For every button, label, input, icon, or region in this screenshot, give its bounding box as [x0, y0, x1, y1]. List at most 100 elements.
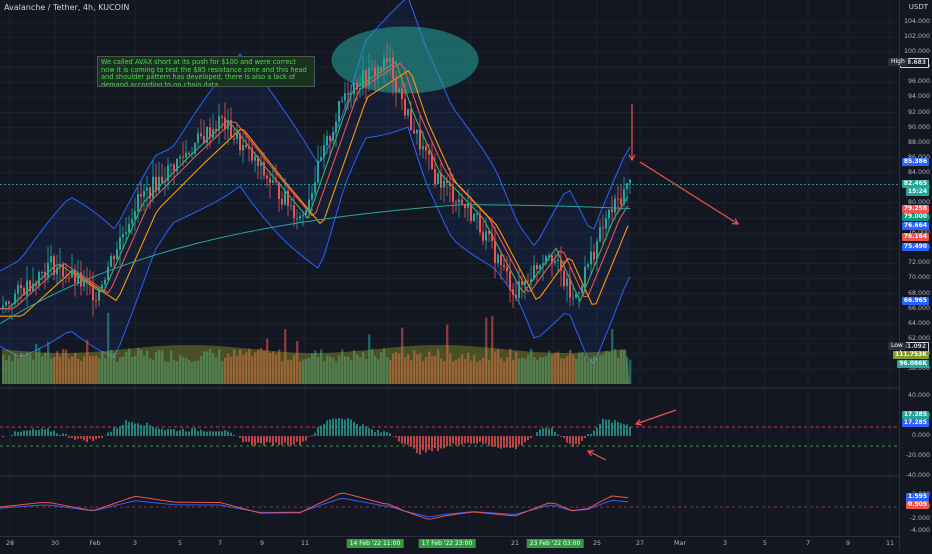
time-tick-label: 27 — [636, 540, 644, 547]
macd-hist — [26, 430, 28, 436]
macd-hist — [455, 436, 457, 445]
candle — [446, 181, 448, 183]
macd-hist — [155, 428, 157, 436]
candle — [221, 116, 223, 117]
candle — [167, 165, 169, 181]
macd-hist — [422, 436, 424, 450]
candle — [302, 215, 304, 216]
macd-hist — [437, 436, 439, 451]
macd-hist — [509, 436, 511, 448]
price-tag: 75.490 — [902, 243, 929, 251]
candle — [626, 183, 628, 189]
macd-hist — [581, 436, 583, 441]
candle — [203, 136, 205, 143]
candle — [23, 288, 25, 295]
macd-hist — [257, 436, 259, 443]
candle — [572, 297, 574, 298]
macd-hist — [134, 424, 136, 436]
macd-hist — [371, 429, 373, 436]
macd-hist — [395, 436, 397, 437]
candle — [317, 161, 319, 183]
macd-hist — [440, 436, 442, 449]
candle — [254, 156, 256, 160]
time-tick-label: 11 — [301, 540, 309, 547]
time-highlight: 23 Feb '22 03:00 — [527, 539, 584, 548]
macd-hist — [188, 431, 190, 436]
candle — [377, 67, 379, 76]
macd-hist — [359, 426, 361, 436]
time-tick-label: 7 — [806, 540, 810, 547]
candle — [110, 256, 112, 267]
macd-hist — [407, 436, 409, 445]
candle — [314, 183, 316, 193]
candle — [248, 147, 250, 149]
candle — [452, 186, 454, 201]
macd-hist — [179, 430, 181, 436]
candle — [227, 120, 229, 129]
macd-hist — [560, 436, 562, 437]
macd-hist — [20, 432, 22, 436]
macd-hist — [512, 436, 514, 448]
candle — [425, 146, 427, 150]
time-tick-label: 5 — [178, 540, 182, 547]
macd-hist — [248, 436, 250, 442]
candle — [5, 302, 7, 306]
chart-title: Avalanche / Tether, 4h, KUCOIN — [4, 3, 129, 12]
macd-hist — [167, 429, 169, 436]
candle — [548, 255, 550, 256]
macd-hist — [347, 418, 349, 436]
macd-hist — [62, 433, 64, 436]
candle — [119, 237, 121, 249]
macd-hist — [251, 436, 253, 445]
macd-hist — [83, 436, 85, 441]
candle — [26, 280, 28, 295]
macd-hist — [398, 436, 400, 441]
macd-hist — [11, 435, 13, 436]
candle — [107, 267, 109, 280]
candle — [44, 272, 46, 278]
macd-tick-label: -40.000 — [906, 472, 930, 479]
price-tag: 76.164 — [902, 233, 929, 241]
candle — [356, 83, 358, 90]
candle — [122, 234, 124, 237]
macd-hist — [503, 436, 505, 448]
macd-hist — [206, 432, 208, 436]
candle — [560, 260, 562, 271]
macd-hist — [467, 436, 469, 443]
macd-hist — [545, 428, 547, 436]
price-axis[interactable]: 104.000102.000100.00098.00096.00094.0009… — [899, 0, 932, 550]
macd-hist — [293, 436, 295, 445]
macd-hist — [500, 436, 502, 449]
candle — [20, 285, 22, 288]
macd-hist — [434, 436, 436, 448]
candle — [371, 68, 373, 69]
macd-hist — [515, 436, 517, 449]
candle — [146, 188, 148, 191]
candle — [188, 153, 190, 154]
candle — [83, 280, 85, 287]
candle — [74, 270, 76, 283]
macd-hist — [326, 420, 328, 436]
candle — [194, 143, 196, 154]
candle — [533, 265, 535, 279]
candle — [407, 109, 409, 115]
macd-hist — [242, 436, 244, 442]
candle — [128, 224, 130, 233]
macd-hist — [95, 436, 97, 439]
macd-hist — [305, 436, 307, 441]
candle — [410, 109, 412, 130]
macd-hist — [263, 436, 265, 446]
macd-hist — [593, 431, 595, 436]
macd-hist — [71, 436, 73, 438]
macd-hist — [302, 436, 304, 442]
osc-tick-label: -4.000 — [910, 527, 930, 534]
macd-hist — [569, 436, 571, 444]
price-tag: 15:24 — [906, 188, 929, 196]
macd-hist — [59, 435, 61, 436]
macd-hist — [449, 436, 451, 446]
candle — [206, 127, 208, 143]
macd-hist — [626, 425, 628, 436]
annotation-box[interactable]: We called AVAX short at its push for $10… — [97, 56, 315, 87]
macd-hist — [56, 433, 58, 436]
candle — [557, 260, 559, 261]
